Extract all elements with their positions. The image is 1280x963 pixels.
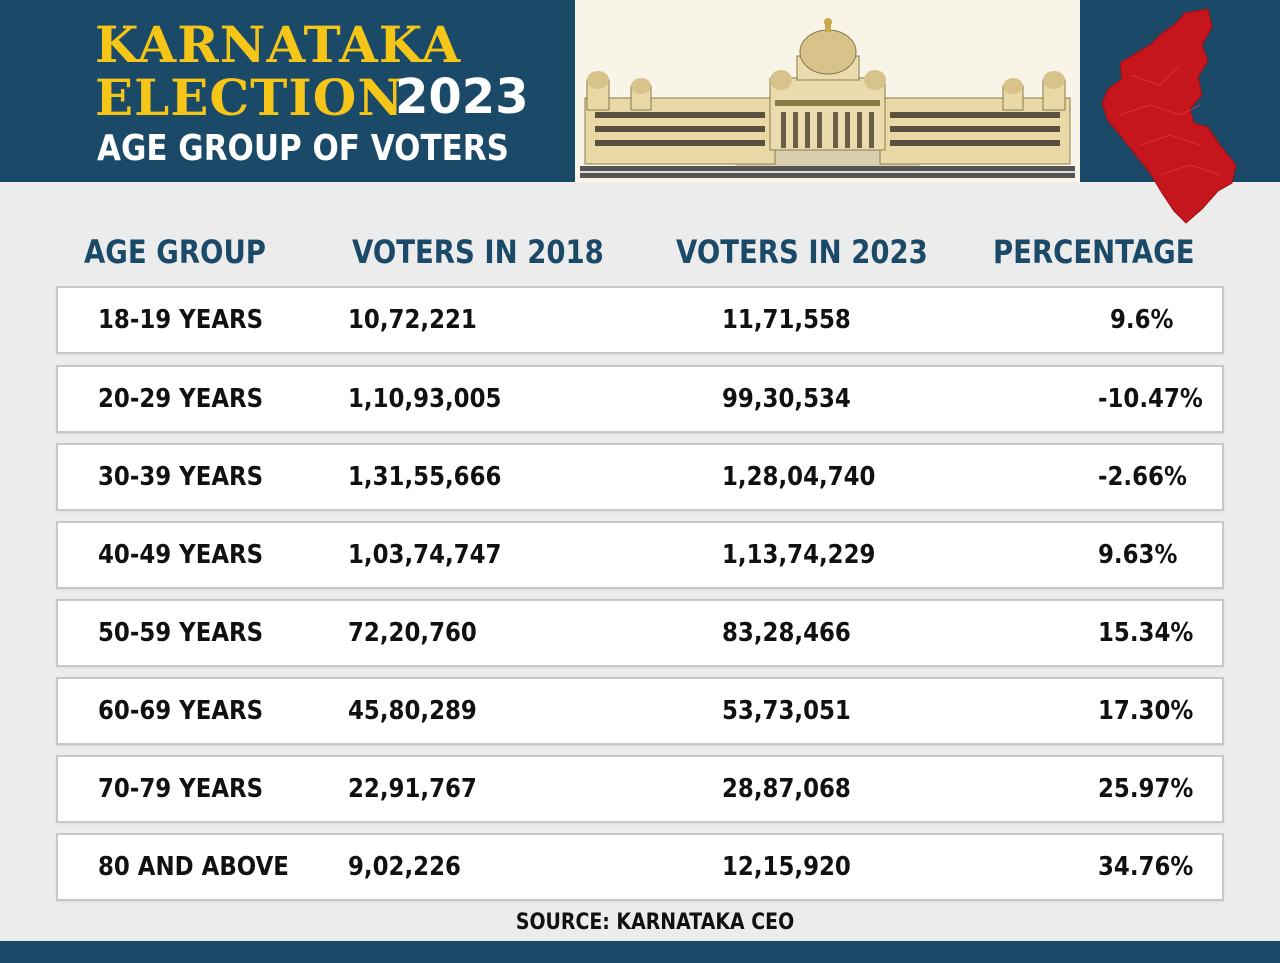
table-row: 18-19 YEARS 10,72,221 11,71,558 9.6% — [56, 286, 1224, 354]
voters-2023-cell: 11,71,558 — [722, 305, 851, 335]
title-line-2: ELECTION — [95, 68, 405, 127]
column-header-voters-2018: VOTERS IN 2018 — [352, 233, 604, 271]
title-line-1: KARNATAKA — [95, 15, 462, 74]
voters-2018-cell: 45,80,289 — [348, 696, 477, 726]
table-row: 20-29 YEARS 1,10,93,005 99,30,534 -10.47… — [56, 365, 1224, 433]
title-year: 2023 — [395, 69, 529, 125]
percentage-cell: 9.6% — [1110, 305, 1174, 335]
voters-2018-cell: 1,31,55,666 — [348, 462, 502, 492]
footer-bar — [0, 941, 1280, 963]
voters-2023-cell: 53,73,051 — [722, 696, 851, 726]
voters-2018-cell: 72,20,760 — [348, 618, 477, 648]
voters-2023-cell: 1,13,74,229 — [722, 540, 876, 570]
percentage-cell: 34.76% — [1098, 852, 1194, 882]
voters-2023-cell: 99,30,534 — [722, 384, 851, 414]
table-row: 40-49 YEARS 1,03,74,747 1,13,74,229 9.63… — [56, 521, 1224, 589]
voters-2018-cell: 22,91,767 — [348, 774, 477, 804]
percentage-cell: -10.47% — [1098, 384, 1203, 414]
age-group-cell: 18-19 YEARS — [98, 305, 264, 335]
column-header-voters-2023: VOTERS IN 2023 — [676, 233, 928, 271]
header-banner: KARNATAKA ELECTION 2023 AGE GROUP OF VOT… — [0, 0, 1280, 182]
voters-2018-cell: 10,72,221 — [348, 305, 477, 335]
voters-2023-cell: 1,28,04,740 — [722, 462, 876, 492]
vidhana-soudha-building-icon — [575, 0, 1080, 182]
voters-2018-cell: 9,02,226 — [348, 852, 461, 882]
percentage-cell: 17.30% — [1098, 696, 1194, 726]
age-group-cell: 50-59 YEARS — [98, 618, 264, 648]
voters-2023-cell: 28,87,068 — [722, 774, 851, 804]
subtitle: AGE GROUP OF VOTERS — [97, 128, 509, 169]
age-group-cell: 70-79 YEARS — [98, 774, 264, 804]
percentage-cell: 15.34% — [1098, 618, 1194, 648]
age-group-cell: 40-49 YEARS — [98, 540, 264, 570]
percentage-cell: 25.97% — [1098, 774, 1194, 804]
table-row: 60-69 YEARS 45,80,289 53,73,051 17.30% — [56, 677, 1224, 745]
age-group-cell: 60-69 YEARS — [98, 696, 264, 726]
voters-2023-cell: 83,28,466 — [722, 618, 851, 648]
percentage-cell: 9.63% — [1098, 540, 1178, 570]
table-row: 80 AND ABOVE 9,02,226 12,15,920 34.76% — [56, 833, 1224, 901]
voters-2018-cell: 1,10,93,005 — [348, 384, 502, 414]
table-row: 30-39 YEARS 1,31,55,666 1,28,04,740 -2.6… — [56, 443, 1224, 511]
source-caption: SOURCE: KARNATAKA CEO — [515, 910, 795, 935]
karnataka-map-icon — [1090, 5, 1250, 235]
column-header-percentage: PERCENTAGE — [993, 233, 1195, 271]
table-row: 50-59 YEARS 72,20,760 83,28,466 15.34% — [56, 599, 1224, 667]
table-row: 70-79 YEARS 22,91,767 28,87,068 25.97% — [56, 755, 1224, 823]
voters-2023-cell: 12,15,920 — [722, 852, 851, 882]
column-header-age-group: AGE GROUP — [84, 233, 266, 271]
age-group-cell: 20-29 YEARS — [98, 384, 264, 414]
percentage-cell: -2.66% — [1098, 462, 1187, 492]
voters-2018-cell: 1,03,74,747 — [348, 540, 502, 570]
age-group-cell: 80 AND ABOVE — [98, 852, 289, 882]
age-group-cell: 30-39 YEARS — [98, 462, 264, 492]
